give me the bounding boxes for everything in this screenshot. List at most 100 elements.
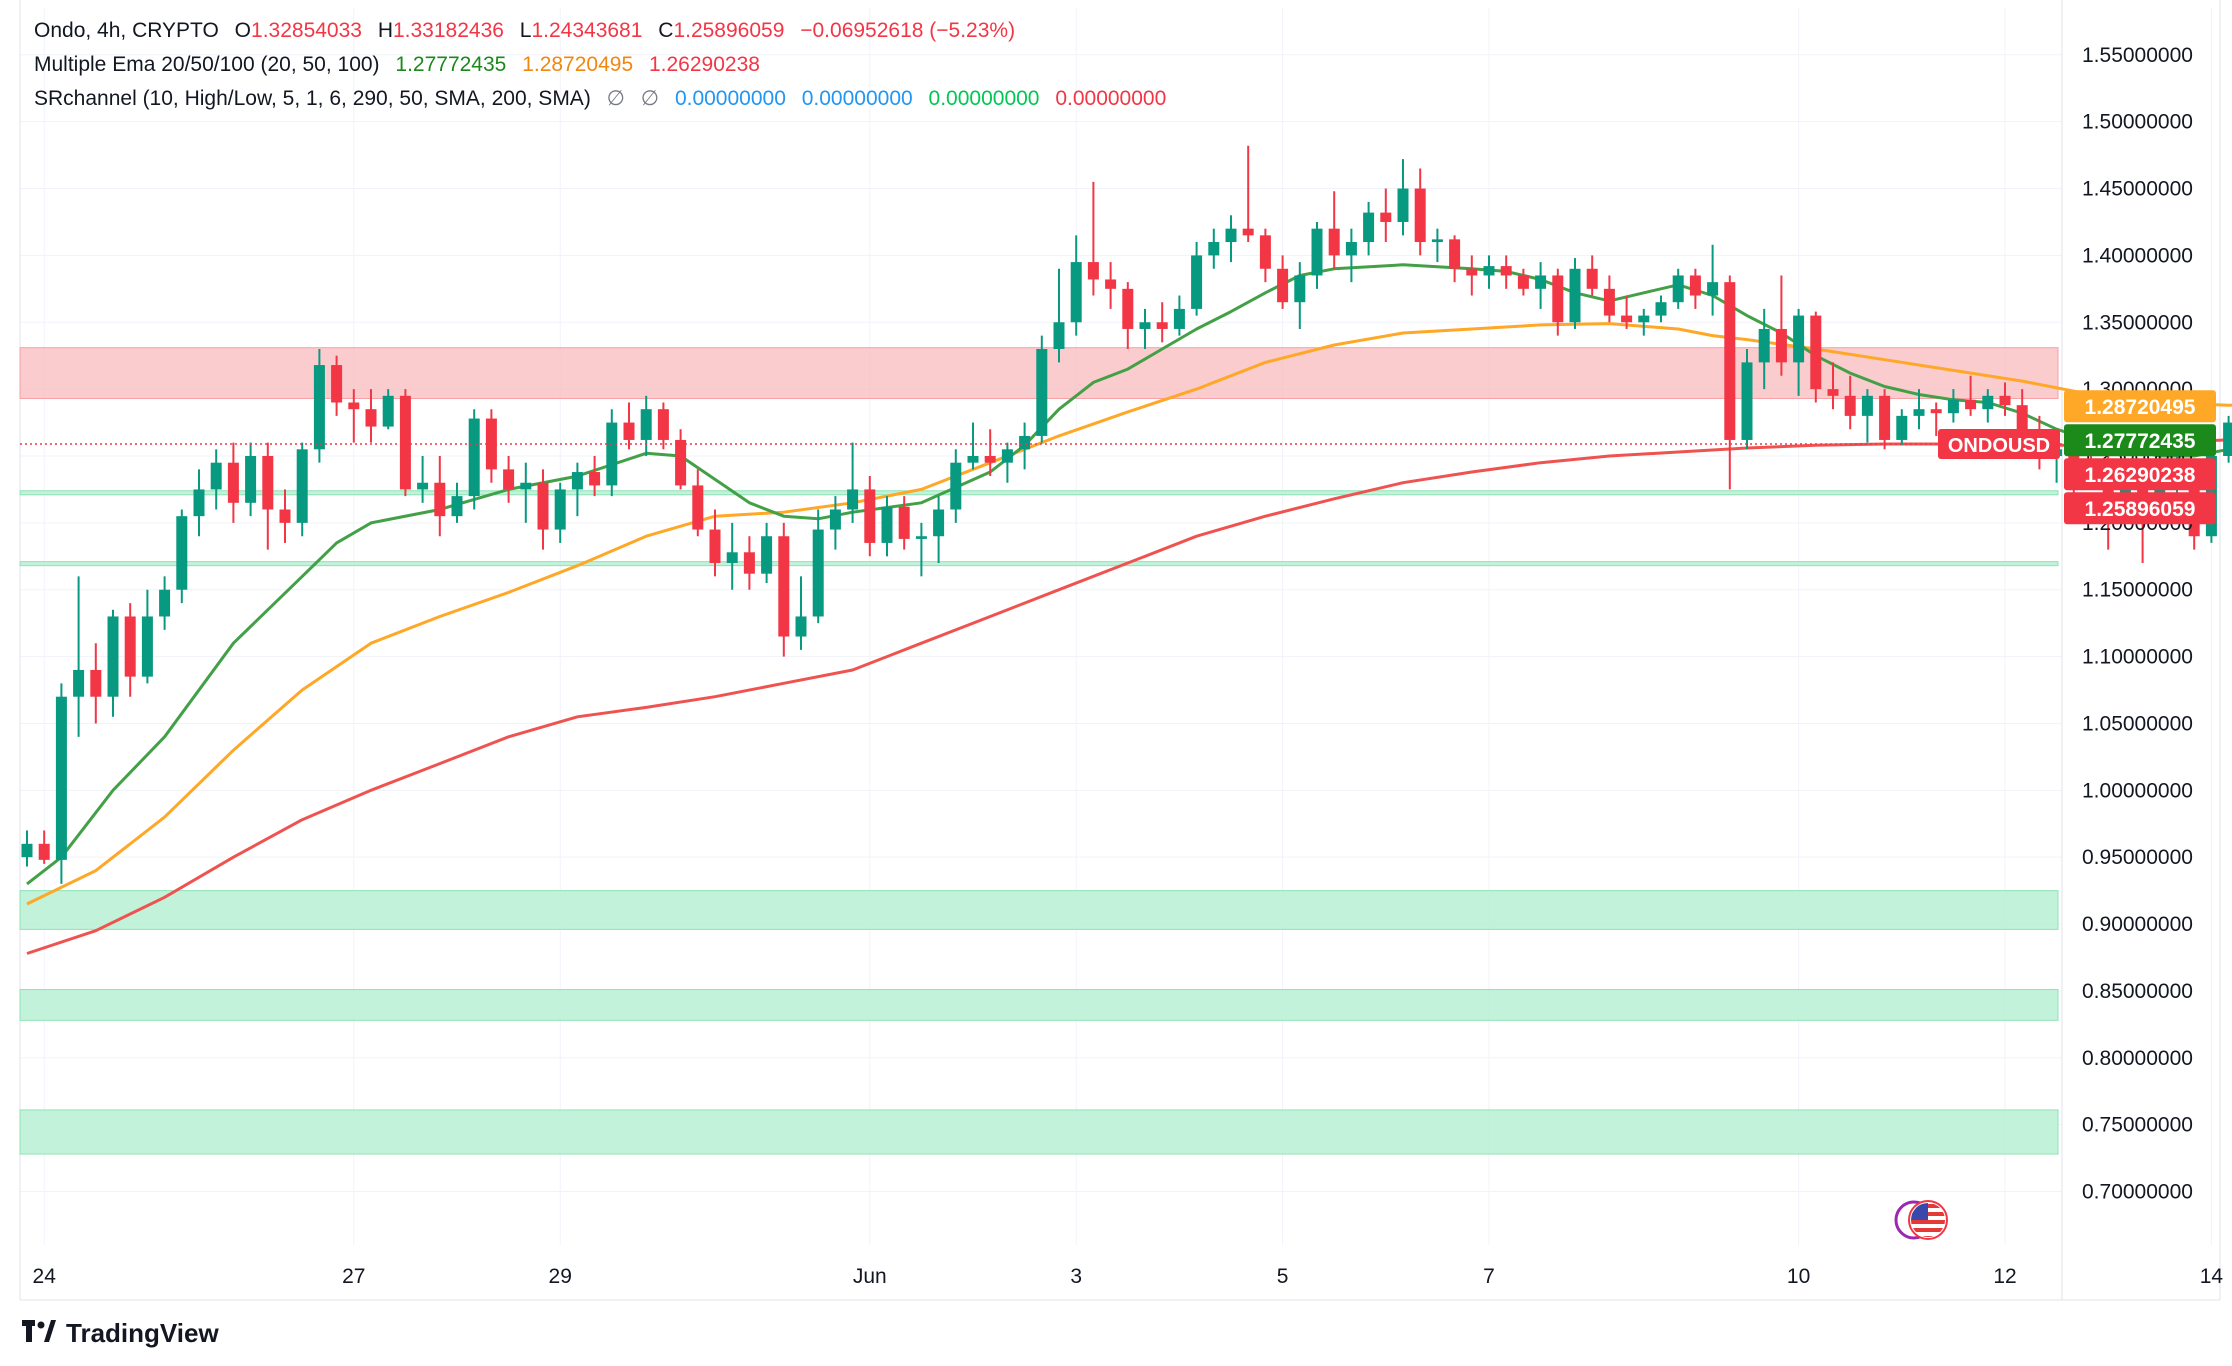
candle-body [1793, 315, 1805, 363]
candle-body [571, 472, 583, 490]
legend-ohlc: Ondo, 4h, CRYPTO O1.32854033 H1.33182436… [34, 18, 1025, 44]
y-tick-label: 1.45000000 [2082, 178, 2193, 201]
candle [1655, 295, 1667, 323]
candle-body [1001, 449, 1013, 463]
candle [1191, 242, 1203, 316]
candle [1982, 389, 1994, 423]
legend-close: 1.25896059 [673, 19, 785, 42]
tradingview-mark-icon [22, 1318, 56, 1349]
candle-body [640, 409, 652, 440]
candle-body [1861, 395, 1873, 416]
sr-empty-icon-1: ∅ [606, 87, 625, 110]
price-tags: ONDOUSD 1.28720495 1.27772435 1.26290238 1.2… [1938, 390, 2216, 525]
candle-body [55, 696, 67, 860]
ema-indicator-name[interactable]: Multiple Ema 20/50/100 (20, 50, 100) [34, 53, 380, 76]
candle [1569, 258, 1581, 329]
legend-l-label: L [519, 19, 532, 42]
candle [915, 522, 927, 577]
y-tick-label: 0.95000000 [2082, 846, 2193, 869]
candle-body [1105, 279, 1117, 289]
candle-body [692, 485, 704, 530]
candle [1793, 308, 1805, 396]
symbol-tag-label: ONDOUSD [1948, 435, 2050, 457]
candle [313, 349, 325, 463]
candle-body [812, 529, 824, 617]
candle [55, 683, 67, 884]
x-tick-label: 7 [1483, 1265, 1495, 1288]
candle-body [1053, 322, 1065, 350]
candle-body [417, 482, 429, 490]
legend-srchannel: SRchannel (10, High/Low, 5, 1, 6, 290, 5… [34, 86, 1176, 112]
price-axis[interactable]: 1.55000000 1.50000000 1.45000000 1.40000000… [2082, 44, 2193, 1204]
y-tick-label: 0.75000000 [2082, 1114, 2193, 1137]
candle-body [1259, 235, 1271, 269]
candle-body [881, 506, 893, 543]
candle [571, 462, 583, 517]
candle-body [933, 509, 945, 537]
legend-low: 1.24343681 [531, 19, 643, 42]
candle [417, 455, 429, 503]
price-label-text: 1.28720495 [2085, 396, 2196, 419]
candle [227, 442, 239, 523]
candle [692, 469, 704, 537]
candle [1586, 255, 1598, 296]
candle-body [1965, 399, 1977, 410]
tradingview-logo[interactable]: TradingView [22, 1318, 219, 1349]
candle [743, 536, 755, 590]
support-zone [19, 890, 2059, 930]
ema50-value: 1.28720495 [522, 53, 634, 76]
candle [1947, 389, 1959, 423]
candle [1621, 295, 1633, 329]
time-axis[interactable]: 242729Jun35710121416 [33, 1265, 2232, 1288]
candle-body [1225, 228, 1237, 243]
candle-body [227, 462, 239, 503]
candle [365, 389, 377, 443]
candle-body [1741, 362, 1753, 440]
legend-c-label: C [658, 19, 674, 42]
price-label-text: 1.27772435 [2085, 430, 2196, 453]
price-label-bg [2064, 424, 2216, 457]
candle [1535, 262, 1547, 309]
candle-body [623, 422, 635, 440]
candle-body [761, 536, 773, 574]
y-tick-label: 1.00000000 [2082, 779, 2193, 802]
x-tick-label: Jun [853, 1265, 887, 1288]
sr-value-1: 0.00000000 [674, 87, 786, 110]
legend-open: 1.32854033 [251, 19, 362, 42]
candle [1827, 362, 1839, 410]
candle-body [399, 395, 411, 490]
candle [829, 496, 841, 550]
legend-symbol[interactable]: Ondo, 4h, CRYPTO [34, 19, 219, 42]
candle [382, 389, 394, 430]
candle-body [348, 402, 360, 410]
candle-body [90, 669, 102, 697]
candle-body [537, 482, 549, 530]
candle [554, 482, 566, 543]
candle [1672, 268, 1684, 309]
candle-body [503, 469, 515, 490]
candle [1449, 235, 1461, 283]
candle-body [606, 422, 618, 486]
price-label-text: 1.26290238 [2085, 464, 2196, 487]
candle-body [1328, 228, 1340, 256]
candle-body [898, 506, 910, 539]
support-zone [19, 490, 2059, 496]
candle-body [434, 482, 446, 517]
legend-o-label: O [234, 19, 252, 42]
ema20-value: 1.27772435 [395, 53, 507, 76]
candle [1414, 168, 1426, 256]
candle-body [1672, 275, 1684, 303]
candle-body [1431, 239, 1443, 243]
sr-indicator-name[interactable]: SRchannel (10, High/Low, 5, 1, 6, 290, 5… [34, 87, 591, 110]
legend-ema: Multiple Ema 20/50/100 (20, 50, 100) 1.2… [34, 52, 770, 78]
candle [589, 455, 601, 497]
us-flag-icon[interactable] [1894, 1196, 1950, 1244]
candle [2223, 415, 2232, 463]
candle [468, 409, 480, 510]
candle [1001, 442, 1013, 483]
candle [1810, 311, 1822, 403]
x-tick-label: 14 [2200, 1265, 2224, 1288]
candle-body [829, 509, 841, 530]
candle-body [554, 489, 566, 530]
